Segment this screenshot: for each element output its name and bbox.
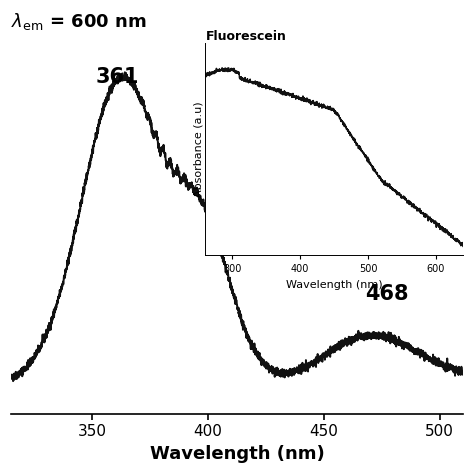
- Text: 398: 398: [210, 208, 254, 228]
- Text: 468: 468: [365, 284, 409, 304]
- X-axis label: Wavelength (nm): Wavelength (nm): [150, 445, 324, 463]
- Text: $\lambda_\mathrm{em}$ = 600 nm: $\lambda_\mathrm{em}$ = 600 nm: [11, 11, 147, 32]
- Text: 361: 361: [96, 67, 139, 87]
